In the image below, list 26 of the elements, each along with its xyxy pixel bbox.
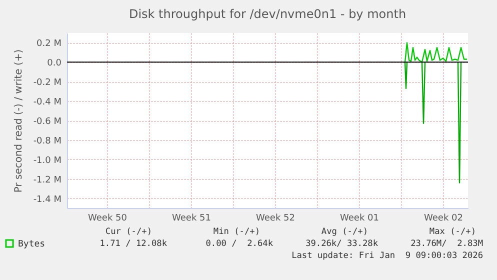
y-tick-label: 0.2 M — [36, 39, 62, 50]
x-tick-label: Week 50 — [88, 214, 128, 224]
legend-label: Bytes — [18, 240, 46, 250]
text: Last update: Fri Jan 9 09:00:03 2026 — [292, 251, 483, 262]
text: 0.00 / 2.64k — [206, 239, 273, 250]
x-tick-label: Week 02 — [424, 214, 463, 224]
x-tick-label: Week 01 — [340, 214, 379, 224]
text: 1.71 / 12.08k — [100, 239, 167, 250]
y-tick-label: -1.0 M — [33, 156, 62, 166]
y-tick-label: -1.4 M — [33, 194, 62, 205]
text: Min (-/+) — [213, 227, 260, 238]
y-tick-label: -0.8 M — [33, 136, 62, 146]
y-tick-label: 0.0 — [47, 58, 62, 69]
chart-title: Disk throughput for /dev/nvme0n1 - by month — [128, 7, 406, 21]
y-axis-title: Pr second read (-) / write (+) — [13, 49, 24, 193]
text: Avg (-/+) — [321, 227, 368, 238]
text: 23.76M/ 2.83M — [410, 239, 483, 250]
y-tick-label: -0.2 M — [33, 78, 62, 88]
x-tick-label: Week 51 — [172, 214, 211, 224]
text: 39.26k/ 33.28k — [306, 239, 378, 250]
y-tick-label: -1.2 M — [33, 175, 62, 186]
text: Max (-/+) — [429, 227, 476, 238]
x-tick-label: Week 52 — [256, 214, 295, 224]
text: Cur (-/+) — [105, 227, 152, 238]
y-tick-label: -0.4 M — [33, 98, 62, 108]
y-tick-label: -0.6 M — [33, 117, 62, 127]
